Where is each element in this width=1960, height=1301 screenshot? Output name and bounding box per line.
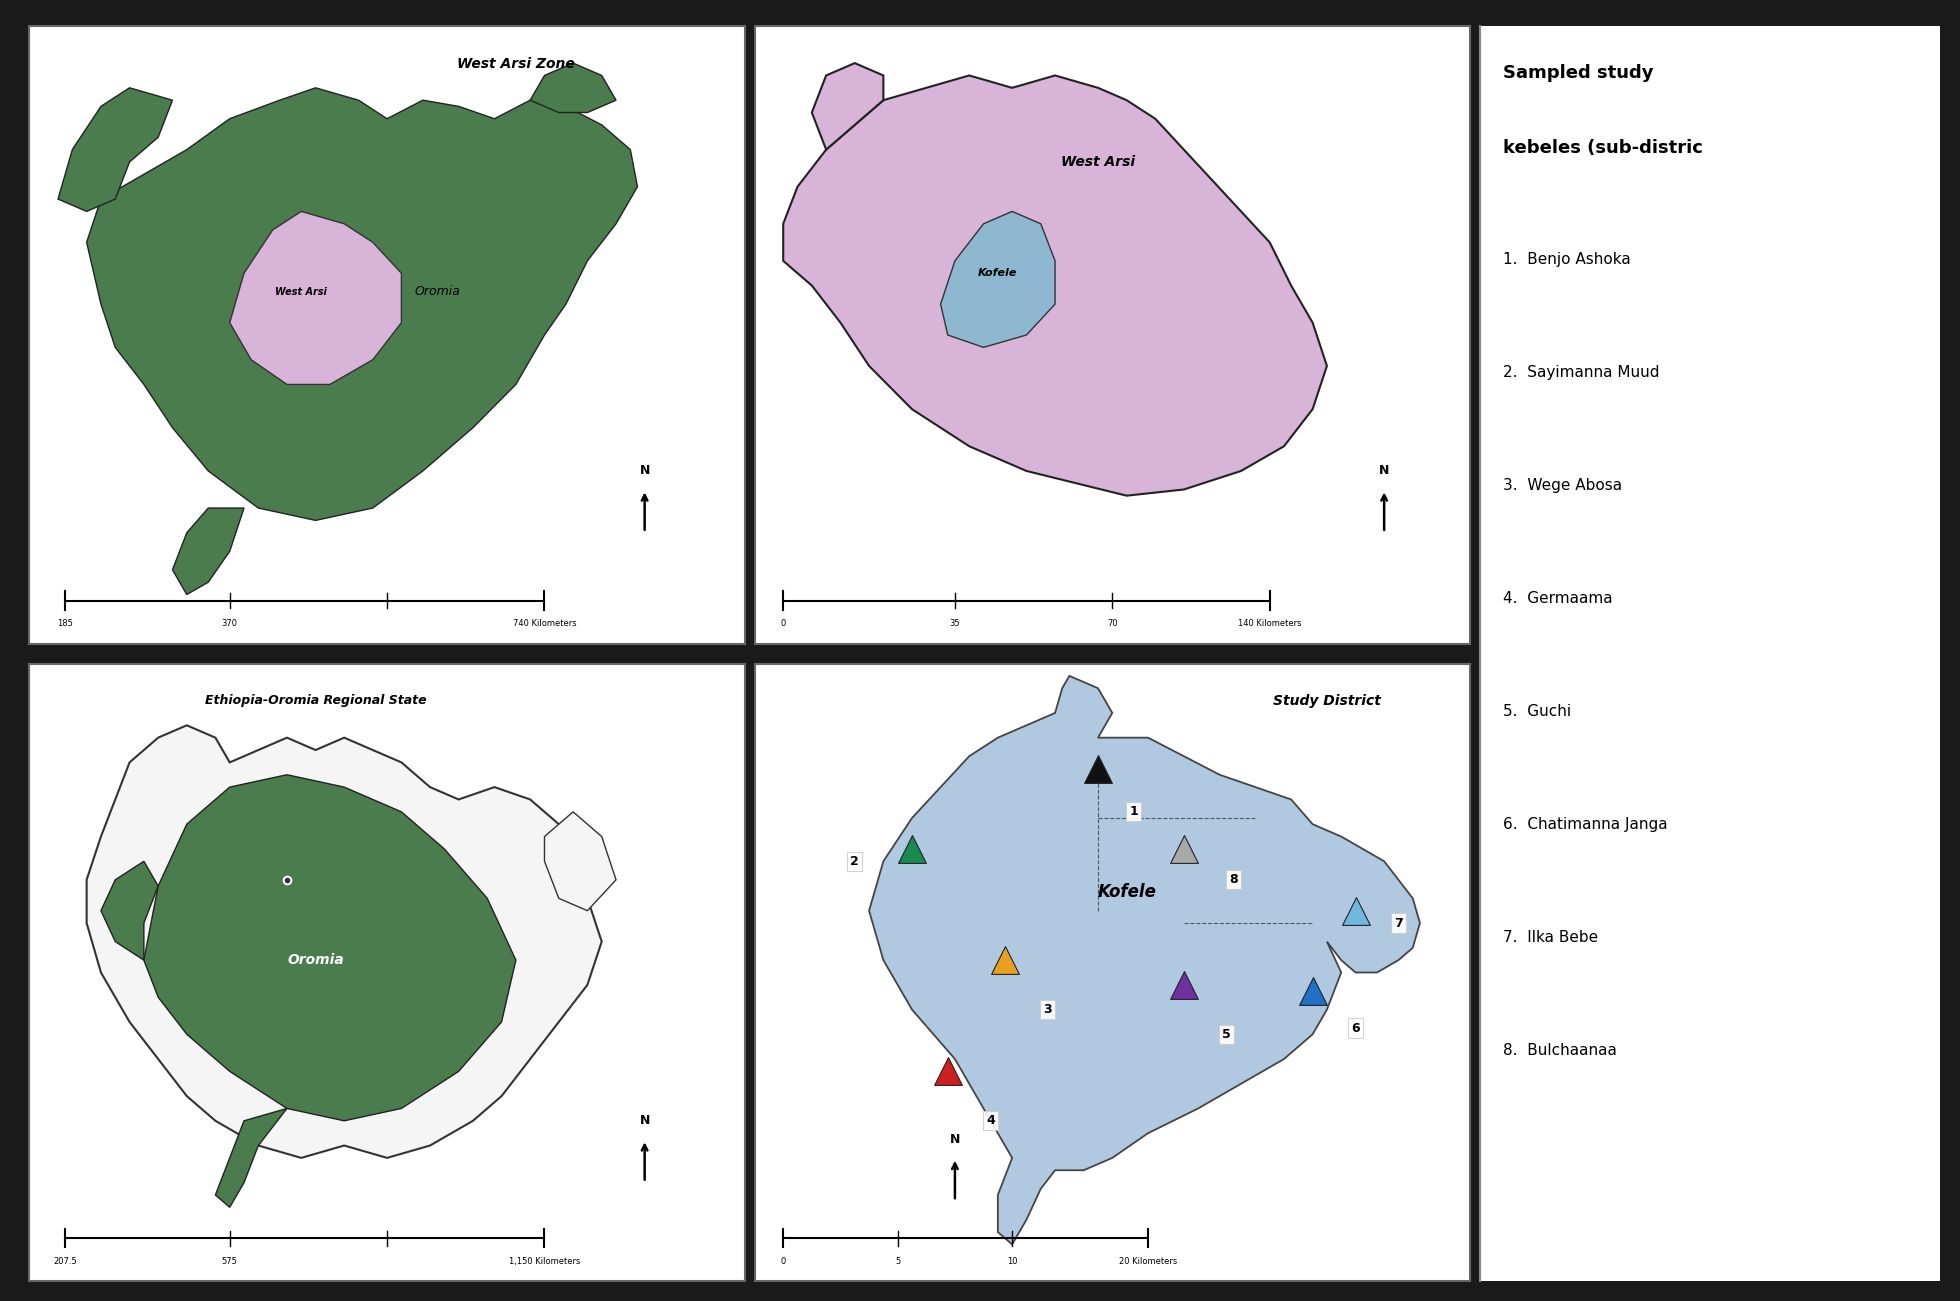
Text: N: N: [639, 464, 651, 477]
Polygon shape: [529, 62, 615, 113]
Polygon shape: [868, 677, 1419, 1244]
Text: Kofele: Kofele: [1098, 883, 1156, 902]
Text: 0: 0: [780, 619, 786, 628]
Text: 4.  Germaama: 4. Germaama: [1503, 591, 1613, 606]
Text: 6.  Chatimanna Janga: 6. Chatimanna Janga: [1503, 817, 1668, 831]
Text: 20 Kilometers: 20 Kilometers: [1119, 1257, 1178, 1266]
Point: [990, 950, 1021, 971]
Text: 140 Kilometers: 140 Kilometers: [1239, 619, 1301, 628]
Text: kebeles (sub-distric: kebeles (sub-distric: [1503, 139, 1703, 157]
Polygon shape: [811, 62, 884, 150]
Text: 6: 6: [1350, 1021, 1360, 1034]
Text: 5: 5: [1223, 1028, 1231, 1041]
Text: 5: 5: [896, 1257, 900, 1266]
Polygon shape: [784, 75, 1327, 496]
Polygon shape: [143, 774, 515, 1120]
Text: 10: 10: [1007, 1257, 1017, 1266]
Text: 0: 0: [780, 1257, 786, 1266]
Text: 2: 2: [851, 855, 858, 868]
Polygon shape: [86, 726, 602, 1158]
Text: 8.  Bulchaanaa: 8. Bulchaanaa: [1503, 1043, 1617, 1058]
Text: 4: 4: [986, 1115, 996, 1127]
Text: 207.5: 207.5: [53, 1257, 76, 1266]
Polygon shape: [172, 509, 243, 595]
Polygon shape: [229, 211, 402, 385]
Text: 185: 185: [57, 619, 73, 628]
Polygon shape: [59, 88, 172, 211]
Text: Oromia: Oromia: [414, 285, 461, 298]
Text: Oromia: Oromia: [288, 954, 343, 967]
Text: West Arsi Zone: West Arsi Zone: [457, 57, 574, 72]
Text: 7: 7: [1394, 917, 1403, 929]
Text: 740 Kilometers: 740 Kilometers: [514, 619, 576, 628]
Text: Ethiopia-Oromia Regional State: Ethiopia-Oromia Regional State: [204, 695, 427, 708]
Text: 70: 70: [1107, 619, 1117, 628]
Text: 2.  Sayimanna Muud: 2. Sayimanna Muud: [1503, 366, 1660, 380]
Text: 35: 35: [949, 619, 960, 628]
Point: [1298, 981, 1329, 1002]
Text: 7.  Ilka Bebe: 7. Ilka Bebe: [1503, 930, 1597, 945]
Text: 3.  Wege Abosa: 3. Wege Abosa: [1503, 477, 1623, 493]
Polygon shape: [102, 861, 159, 960]
Polygon shape: [216, 1108, 286, 1207]
Polygon shape: [941, 211, 1054, 347]
Text: 1,150 Kilometers: 1,150 Kilometers: [510, 1257, 580, 1266]
Point: [1168, 974, 1200, 995]
Text: West Arsi: West Arsi: [1060, 155, 1135, 169]
Text: Kofele: Kofele: [978, 268, 1017, 278]
Text: 5.  Guchi: 5. Guchi: [1503, 704, 1572, 719]
Point: [1082, 758, 1113, 779]
Text: Sampled study: Sampled study: [1503, 64, 1654, 82]
Text: West Arsi: West Arsi: [274, 286, 327, 297]
Text: 1: 1: [1129, 805, 1139, 818]
Text: 370: 370: [221, 619, 237, 628]
Text: 1.  Benjo Ashoka: 1. Benjo Ashoka: [1503, 252, 1631, 267]
Text: N: N: [951, 1133, 960, 1146]
Point: [1341, 900, 1372, 921]
Point: [933, 1062, 964, 1082]
Text: N: N: [1380, 464, 1390, 477]
Text: Study District: Study District: [1272, 695, 1382, 709]
Text: N: N: [639, 1114, 651, 1127]
Text: 8: 8: [1229, 873, 1239, 886]
Point: [896, 839, 927, 860]
Polygon shape: [545, 812, 615, 911]
Polygon shape: [86, 88, 637, 520]
Point: [1168, 839, 1200, 860]
Text: 575: 575: [221, 1257, 237, 1266]
Text: 3: 3: [1043, 1003, 1053, 1016]
